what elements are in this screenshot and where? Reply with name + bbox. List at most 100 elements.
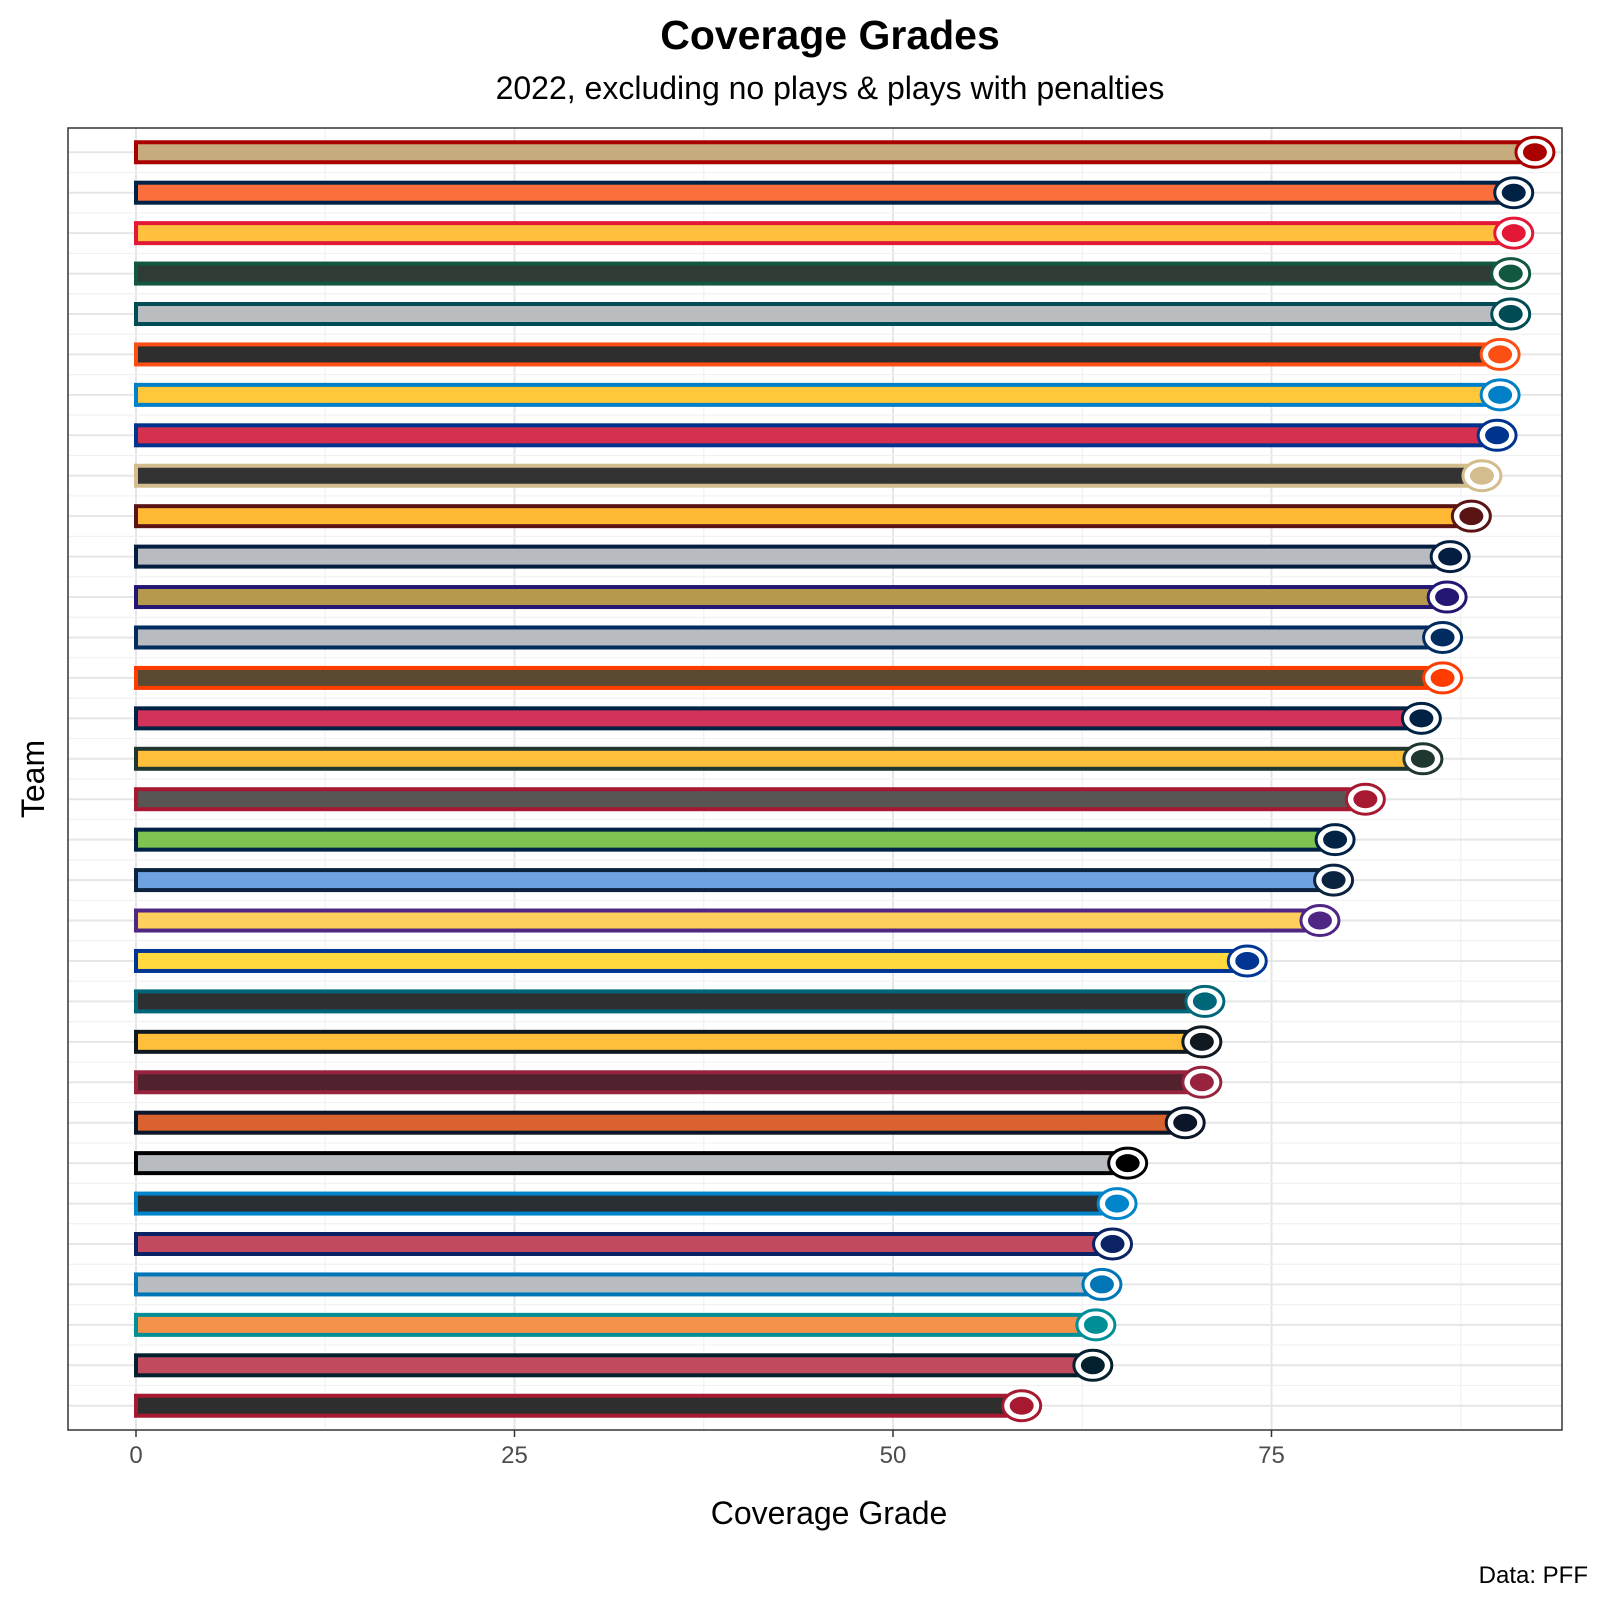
vikings-logo-icon [1299,904,1341,938]
logo-mark [1430,668,1455,687]
data-source-caption: Data: PFF [1478,1562,1588,1589]
bar-min [134,908,1322,933]
logo-mark [1321,871,1346,890]
bar-car [134,1191,1120,1216]
logo-mark [1435,588,1460,607]
logo-mark [1438,547,1463,566]
saints-logo-icon [1461,459,1503,493]
lions-logo-icon [1081,1267,1123,1301]
logo-mark [1115,1154,1140,1173]
bar-jax [134,989,1207,1014]
bar-cle [134,665,1445,690]
logo-mark [1501,224,1526,243]
logo-mark [1522,143,1547,162]
logo-mark [1307,911,1332,930]
bar-nyj [134,261,1513,286]
x-tick-label: 75 [1258,1442,1285,1469]
bar-mia [134,1312,1098,1337]
logo-mark [1498,264,1523,283]
bar-pit [134,1029,1204,1054]
bar-ari [134,1070,1204,1095]
bar-bal [134,585,1450,610]
logo-mark [1459,507,1484,526]
logo-mark [1501,183,1526,202]
bar-ind [134,625,1445,650]
buccaneers-logo-icon [1344,782,1386,816]
logo-mark [1105,1194,1130,1213]
seahawks-logo-icon [1314,823,1356,857]
bar-chi [134,1110,1188,1135]
rams-logo-icon [1226,944,1268,978]
bears-logo-icon [1164,1106,1206,1140]
bar-kc [134,221,1516,246]
bar-lv [134,1151,1130,1176]
logo-mark [1173,1113,1198,1132]
y-axis-label: Team [15,740,51,818]
bar-sf [134,140,1537,165]
logo-mark [1410,749,1435,768]
logo-mark [1353,790,1378,809]
bar-no [134,463,1484,488]
logo-mark [1189,1073,1214,1092]
bar-gb [134,746,1425,771]
x-axis-label: Coverage Grade [711,1495,948,1531]
x-tick-label: 50 [880,1442,907,1469]
colts-logo-icon [1422,620,1464,654]
giants-logo-icon [1092,1227,1134,1261]
bar-cin [134,342,1503,367]
ravens-logo-icon [1426,580,1468,614]
titans-logo-icon [1313,863,1355,897]
eagles-logo-icon [1490,297,1532,331]
chart-subtitle: 2022, excluding no plays & plays with pe… [495,70,1165,106]
logo-mark [1083,1315,1108,1334]
bar-lac [134,382,1503,407]
bar-phi [134,302,1513,326]
logo-mark [1409,709,1434,728]
logo-mark [1488,385,1513,404]
packers-logo-icon [1402,742,1444,776]
logo-mark [1192,992,1217,1011]
raiders-logo-icon [1107,1146,1149,1180]
bar-ten [134,868,1336,893]
x-tick-label: 25 [501,1442,528,1469]
browns-logo-icon [1422,661,1464,695]
chiefs-logo-icon [1493,216,1535,250]
x-tick-label: 0 [129,1442,142,1469]
texans-logo-icon [1072,1348,1114,1382]
bar-lar [134,948,1250,973]
bar-den [134,180,1516,205]
logo-mark [1189,1032,1214,1051]
jets-logo-icon [1490,257,1532,291]
chart-title: Coverage Grades [660,12,1000,58]
logo-mark [1485,426,1510,445]
logo-mark [1498,305,1523,323]
bar-hou [134,1353,1095,1378]
bar-det [134,1272,1104,1297]
bar-buf [134,423,1500,448]
panthers-logo-icon [1096,1187,1138,1221]
logo-mark [1469,466,1494,485]
logo-mark [1100,1235,1125,1253]
logos-layer [1001,135,1556,1423]
cardinals-logo-icon [1181,1065,1223,1099]
logo-mark [1235,951,1260,970]
bar-atl [134,1393,1024,1418]
patriots-logo-icon [1400,701,1442,735]
x-axis-ticks: 0 25 50 75 [129,1430,1285,1469]
logo-mark [1080,1356,1105,1375]
logo-mark [1430,628,1455,647]
49ers-logo-icon [1514,135,1556,169]
bills-logo-icon [1476,418,1518,452]
logo-mark [1488,345,1513,364]
bars-layer [134,140,1537,1418]
plot-panel-border [67,127,1563,1431]
logo-mark [1009,1396,1034,1415]
chargers-logo-icon [1479,378,1521,412]
logo-mark [1089,1275,1114,1294]
bar-ne [134,706,1424,731]
commanders-logo-icon [1450,499,1492,533]
bar-tb [134,787,1368,812]
bar-was [134,504,1474,529]
jaguars-logo-icon [1184,984,1226,1018]
